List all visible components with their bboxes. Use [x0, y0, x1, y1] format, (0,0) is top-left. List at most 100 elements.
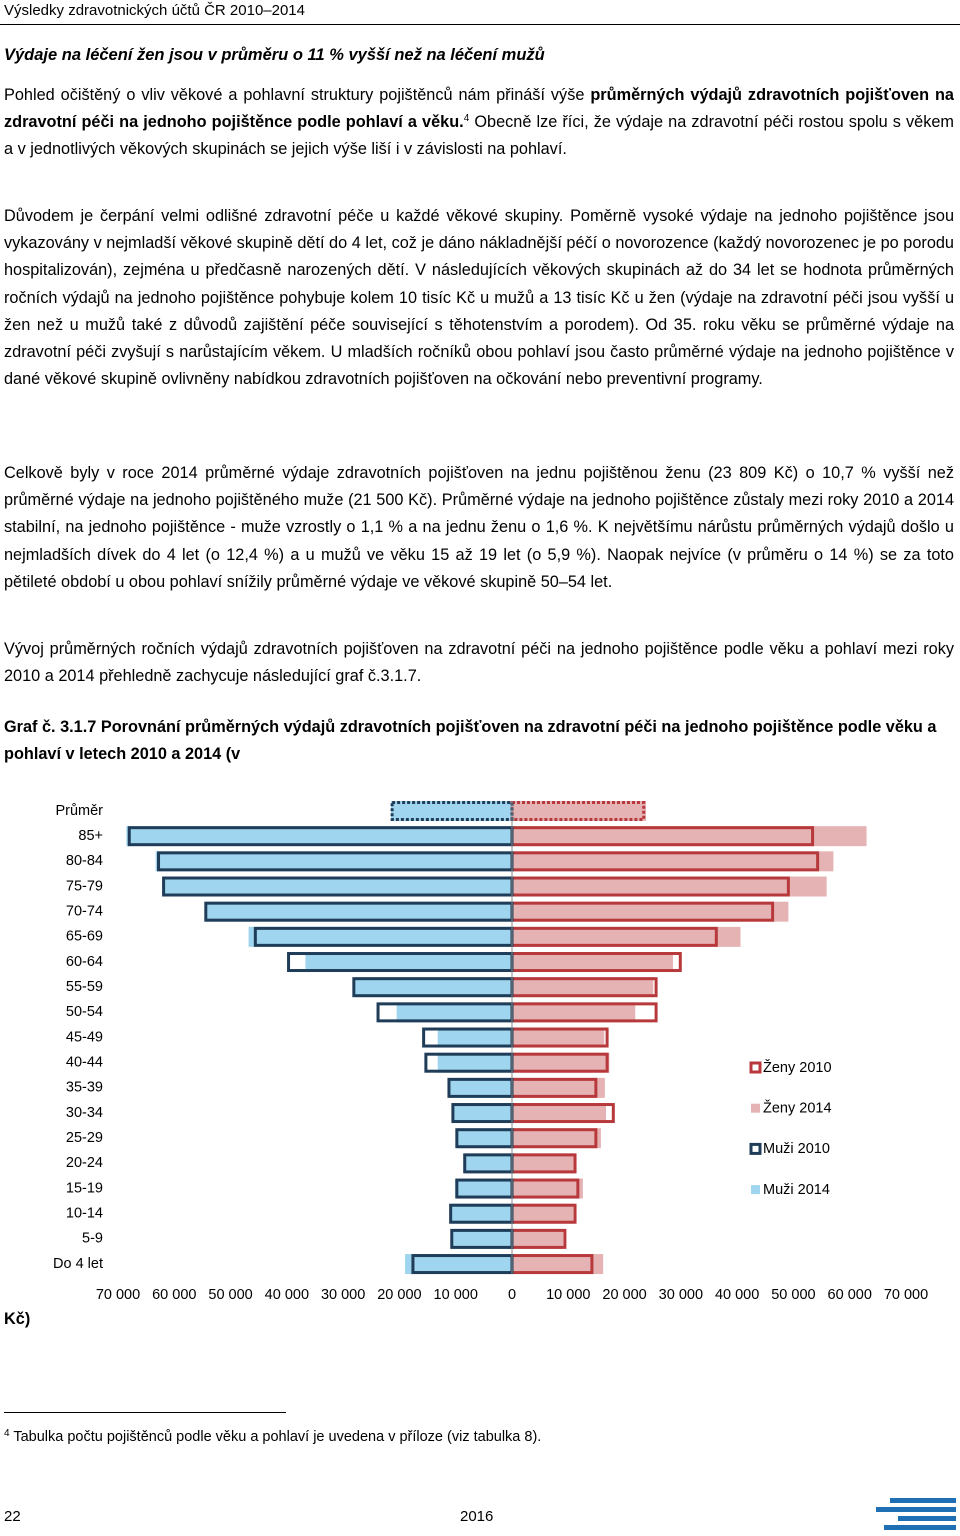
footnote-text: Tabulka počtu pojištěnců podle věku a po…: [13, 1429, 542, 1445]
bar: [163, 876, 512, 897]
legend-swatch: [751, 1185, 760, 1195]
x-tick-label: 50 000: [208, 1287, 252, 1303]
bar: [512, 1052, 610, 1073]
y-tick-label: 80-84: [66, 853, 103, 869]
bar: [396, 1002, 512, 1023]
bar: [512, 901, 789, 922]
heading: Výdaje na léčení žen jsou v průměru o 11…: [4, 46, 545, 64]
figure-label: Graf č. 3.1.7: [4, 718, 97, 736]
footer-year: 2016: [460, 1508, 494, 1525]
bar: [204, 901, 512, 922]
figure-caption: Graf č. 3.1.7 Porovnání průměrných výdaj…: [4, 714, 954, 768]
legend-label: Muži 2010: [763, 1141, 830, 1157]
bar: [512, 977, 654, 998]
bar: [512, 926, 741, 947]
footnote: 4 Tabulka počtu pojištěnců podle věku a …: [4, 1428, 541, 1445]
text-run: Celkově byly v roce 2014 průměrné výdaje…: [4, 464, 954, 591]
legend-label: Ženy 2014: [763, 1100, 832, 1117]
paragraph: Pohled očištěný o vliv věkové a pohlavní…: [4, 82, 954, 164]
y-tick-label: 85+: [78, 828, 103, 844]
y-tick-label: 30-34: [66, 1105, 103, 1121]
bar: [512, 952, 673, 973]
y-tick-label: 35-39: [66, 1080, 103, 1096]
bar: [248, 926, 512, 947]
bar: [405, 1254, 512, 1275]
y-tick-label: 75-79: [66, 878, 103, 894]
x-tick-label: 30 000: [659, 1287, 703, 1303]
x-tick-label: 10 000: [546, 1287, 590, 1303]
bar: [512, 1002, 636, 1023]
x-tick-label: 70 000: [96, 1287, 140, 1303]
footnote-rule: [4, 1412, 286, 1413]
y-tick-label: Do 4 let: [53, 1256, 103, 1272]
bar: [437, 1052, 512, 1073]
logo: [876, 1498, 956, 1530]
y-tick-label: 20-24: [66, 1155, 103, 1171]
bar: [465, 1153, 512, 1174]
bar: [437, 1027, 512, 1048]
bar: [512, 1254, 604, 1275]
y-tick-label: 65-69: [66, 929, 103, 945]
x-tick-label: 40 000: [265, 1287, 309, 1303]
bar: [512, 826, 867, 847]
x-tick-label: 50 000: [771, 1287, 815, 1303]
bar: [305, 952, 512, 973]
bar: [155, 851, 512, 872]
caption-text: Porovnání průměrných výdajů zdravotních …: [4, 718, 937, 764]
x-tick-label: 20 000: [377, 1287, 421, 1303]
y-tick-label: 70-74: [66, 904, 103, 920]
bar: [512, 1077, 605, 1098]
bar: [455, 1178, 512, 1199]
y-tick-label: 45-49: [66, 1029, 103, 1045]
y-tick-label: 40-44: [66, 1055, 103, 1071]
bar: [451, 1203, 512, 1224]
y-tick-label: 55-59: [66, 979, 103, 995]
paragraph: Celkově byly v roce 2014 průměrné výdaje…: [4, 460, 954, 596]
bar: [457, 1128, 512, 1149]
x-tick-label: 30 000: [321, 1287, 365, 1303]
x-tick-label: 60 000: [828, 1287, 872, 1303]
bar: [512, 801, 647, 821]
bar: [450, 1077, 512, 1098]
bar: [510, 801, 646, 821]
bar: [512, 1203, 574, 1224]
x-tick-label: 20 000: [602, 1287, 646, 1303]
legend-swatch: [751, 1103, 760, 1113]
y-tick-label: 5-9: [82, 1231, 103, 1247]
y-tick-label: 15-19: [66, 1180, 103, 1196]
page-number: 22: [4, 1508, 21, 1525]
x-tick-label: 60 000: [152, 1287, 196, 1303]
paragraph: Vývoj průměrných ročních výdajů zdravotn…: [4, 636, 954, 690]
legend-swatch: [749, 1061, 762, 1074]
bar: [453, 1103, 512, 1124]
text-run: Důvodem je čerpání velmi odlišné zdravot…: [4, 207, 954, 389]
bar: [390, 801, 512, 821]
text-run: Obecně lze říci, že výdaje na zdravotní …: [4, 113, 954, 159]
text-run: Pohled očištěný o vliv věkové a pohlavní…: [4, 86, 591, 104]
text-run: Vývoj průměrných ročních výdajů zdravotn…: [4, 640, 954, 686]
bar: [354, 977, 512, 998]
header-title: Výsledky zdravotnických účtů ČR 2010–201…: [4, 2, 305, 19]
header-rule: [0, 24, 960, 25]
legend-label: Muži 2014: [763, 1182, 830, 1198]
bar: [512, 1178, 583, 1199]
legend-swatch: [749, 1142, 762, 1155]
bar: [512, 1128, 601, 1149]
y-tick-label: 60-64: [66, 954, 103, 970]
bar: [126, 826, 512, 847]
footnote-mark: 4: [4, 1428, 10, 1439]
x-tick-label: 70 000: [884, 1287, 928, 1303]
chart: 70 000 60 000 50 000 40 000 30 000 20 000 10 0…: [53, 801, 928, 1303]
x-tick-label: 40 000: [715, 1287, 759, 1303]
y-tick-label: Průměr: [55, 803, 103, 819]
y-tick-label: 25-29: [66, 1130, 103, 1146]
bar: [512, 1103, 606, 1124]
caption-end: Kč): [4, 1310, 31, 1328]
bar: [451, 1228, 512, 1249]
bar: [390, 801, 514, 821]
x-tick-label: 10 000: [434, 1287, 478, 1303]
bar: [512, 876, 827, 897]
y-tick-label: 50-54: [66, 1004, 103, 1020]
footnote-ref: 4: [463, 113, 470, 125]
